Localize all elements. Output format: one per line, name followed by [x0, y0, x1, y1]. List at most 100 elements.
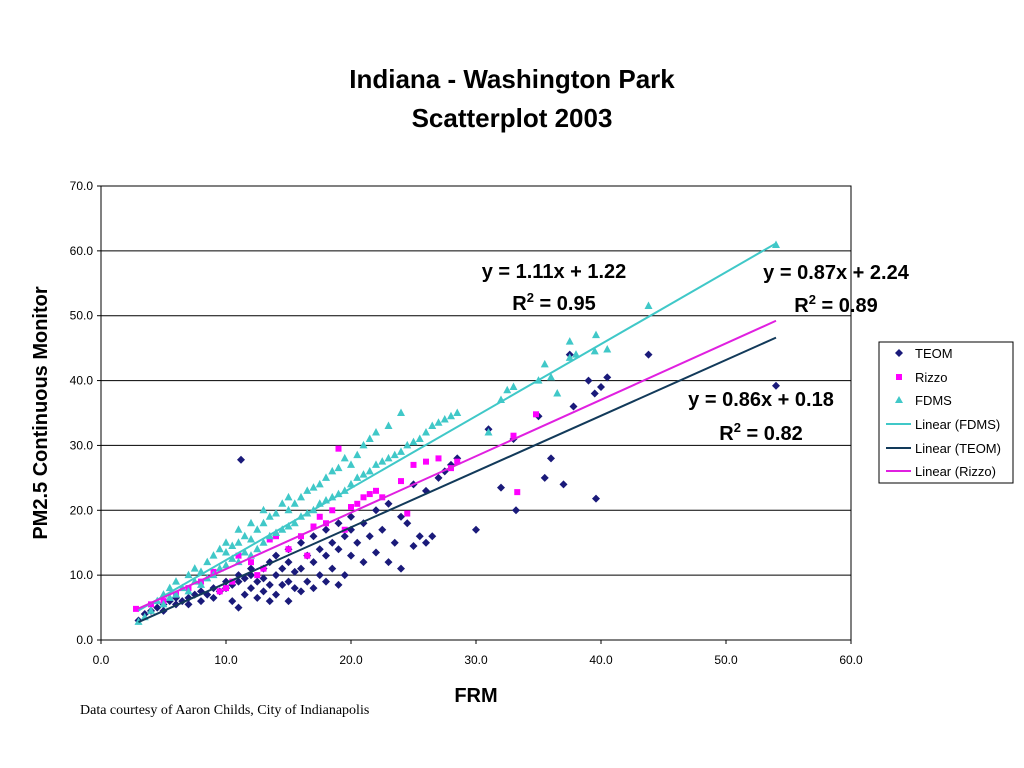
- legend-teom-label: TEOM: [915, 346, 953, 361]
- teom-point: [347, 551, 355, 560]
- rizzo-point: [398, 478, 404, 485]
- fdms-point: [553, 389, 562, 397]
- fdms-point: [240, 547, 249, 556]
- teom-point: [403, 519, 412, 528]
- teom-point: [259, 574, 268, 583]
- fdms-point: [247, 534, 255, 543]
- fdms-point: [209, 551, 218, 559]
- rizzo-point: [304, 552, 311, 559]
- teom-point: [415, 532, 424, 541]
- fdms-point: [234, 538, 243, 546]
- teom-point: [590, 389, 599, 398]
- fdms-point: [253, 525, 262, 533]
- fdms-point: [565, 353, 574, 361]
- fdms-point: [565, 337, 574, 345]
- teom-point: [372, 548, 380, 557]
- legend: TEOM Rizzo FDMS Linear (FDMS) Linear (TE…: [878, 341, 1014, 484]
- fdms-equation: y = 1.11x + 1.22: [482, 261, 627, 283]
- teom-point: [309, 558, 318, 567]
- fdms-point: [147, 606, 155, 614]
- teom-point: [240, 590, 249, 599]
- teom-point: [409, 541, 418, 550]
- teom-point: [197, 597, 205, 606]
- fdms-point: [372, 460, 380, 468]
- teom-point: [340, 532, 349, 541]
- teom-point: [334, 519, 343, 528]
- fdms-point: [503, 385, 512, 394]
- legend-teom-marker: [895, 349, 903, 357]
- y-tick-label: 20.0: [70, 503, 94, 517]
- teom-point: [347, 512, 355, 521]
- fdms-point: [315, 479, 324, 488]
- fdms-point: [253, 544, 262, 553]
- fdms-point: [434, 418, 443, 426]
- teom-point: [259, 587, 268, 596]
- rizzo-point: [366, 491, 373, 498]
- fdms-point: [290, 518, 299, 527]
- teom-point: [322, 577, 330, 586]
- fdms-point: [365, 466, 374, 475]
- fdms-point: [592, 330, 600, 339]
- y-tick-label: 10.0: [70, 568, 94, 582]
- teom-point: [512, 506, 520, 515]
- fdms-point: [359, 470, 368, 478]
- fdms-point: [453, 408, 462, 416]
- fdms-point: [228, 541, 237, 549]
- teom-point: [384, 499, 393, 508]
- fdms-point: [259, 518, 268, 527]
- rizzo-point: [373, 487, 379, 494]
- x-tick-label: 0.0: [93, 653, 110, 667]
- y-tick-label: 40.0: [70, 374, 94, 388]
- x-tick-label: 30.0: [464, 653, 488, 667]
- teom-point: [372, 506, 380, 515]
- legend-fdms-marker: [895, 396, 903, 403]
- fdms-point: [440, 414, 449, 423]
- fdms-point: [644, 301, 653, 309]
- fdms-point: [222, 547, 230, 556]
- fdms-point: [384, 453, 393, 462]
- rizzo-point: [360, 494, 367, 501]
- fdms-point: [297, 492, 305, 501]
- teom-point: [592, 494, 600, 503]
- teom-point: [234, 603, 243, 612]
- fdms-point: [540, 359, 549, 368]
- y-tick-label: 70.0: [70, 179, 94, 193]
- x-tick-label: 40.0: [589, 653, 613, 667]
- teom-point: [290, 584, 299, 593]
- teom-point: [315, 545, 324, 554]
- fdms-point: [340, 453, 349, 462]
- fdms-point: [222, 538, 230, 546]
- teom-point: [597, 383, 605, 392]
- teom-point: [297, 538, 305, 547]
- fdms-point: [334, 463, 343, 472]
- y-tick-label: 50.0: [70, 309, 94, 323]
- fdms-point: [240, 531, 249, 540]
- fdms-point: [222, 560, 230, 569]
- teom-point: [559, 480, 568, 489]
- fdms-point: [372, 427, 380, 436]
- teom-point: [322, 525, 330, 534]
- fdms-point: [290, 499, 299, 507]
- rizzo-point: [273, 533, 279, 540]
- fdms-point: [572, 350, 580, 358]
- teom-point: [422, 538, 430, 547]
- teom-point: [353, 538, 362, 547]
- data-credit: Data courtesy of Aaron Childs, City of I…: [80, 703, 370, 718]
- fdms-point: [284, 505, 293, 514]
- teom-point: [290, 567, 299, 576]
- fdms-point: [203, 557, 212, 566]
- rizzo-point: [223, 585, 229, 592]
- y-tick-label: 30.0: [70, 438, 94, 452]
- teom-point: [234, 577, 243, 586]
- fdms-point: [215, 564, 224, 572]
- rizzo-point: [423, 458, 429, 465]
- teom-point: [428, 532, 437, 541]
- fdms-point: [347, 479, 355, 488]
- rizzo-point: [335, 445, 342, 452]
- y-tick-label: 60.0: [70, 244, 94, 258]
- rizzo-point: [248, 559, 254, 566]
- teom-r-squared: R2 = 0.82: [719, 420, 802, 445]
- teom-point: [309, 532, 318, 541]
- fdms-trendline: [138, 242, 777, 612]
